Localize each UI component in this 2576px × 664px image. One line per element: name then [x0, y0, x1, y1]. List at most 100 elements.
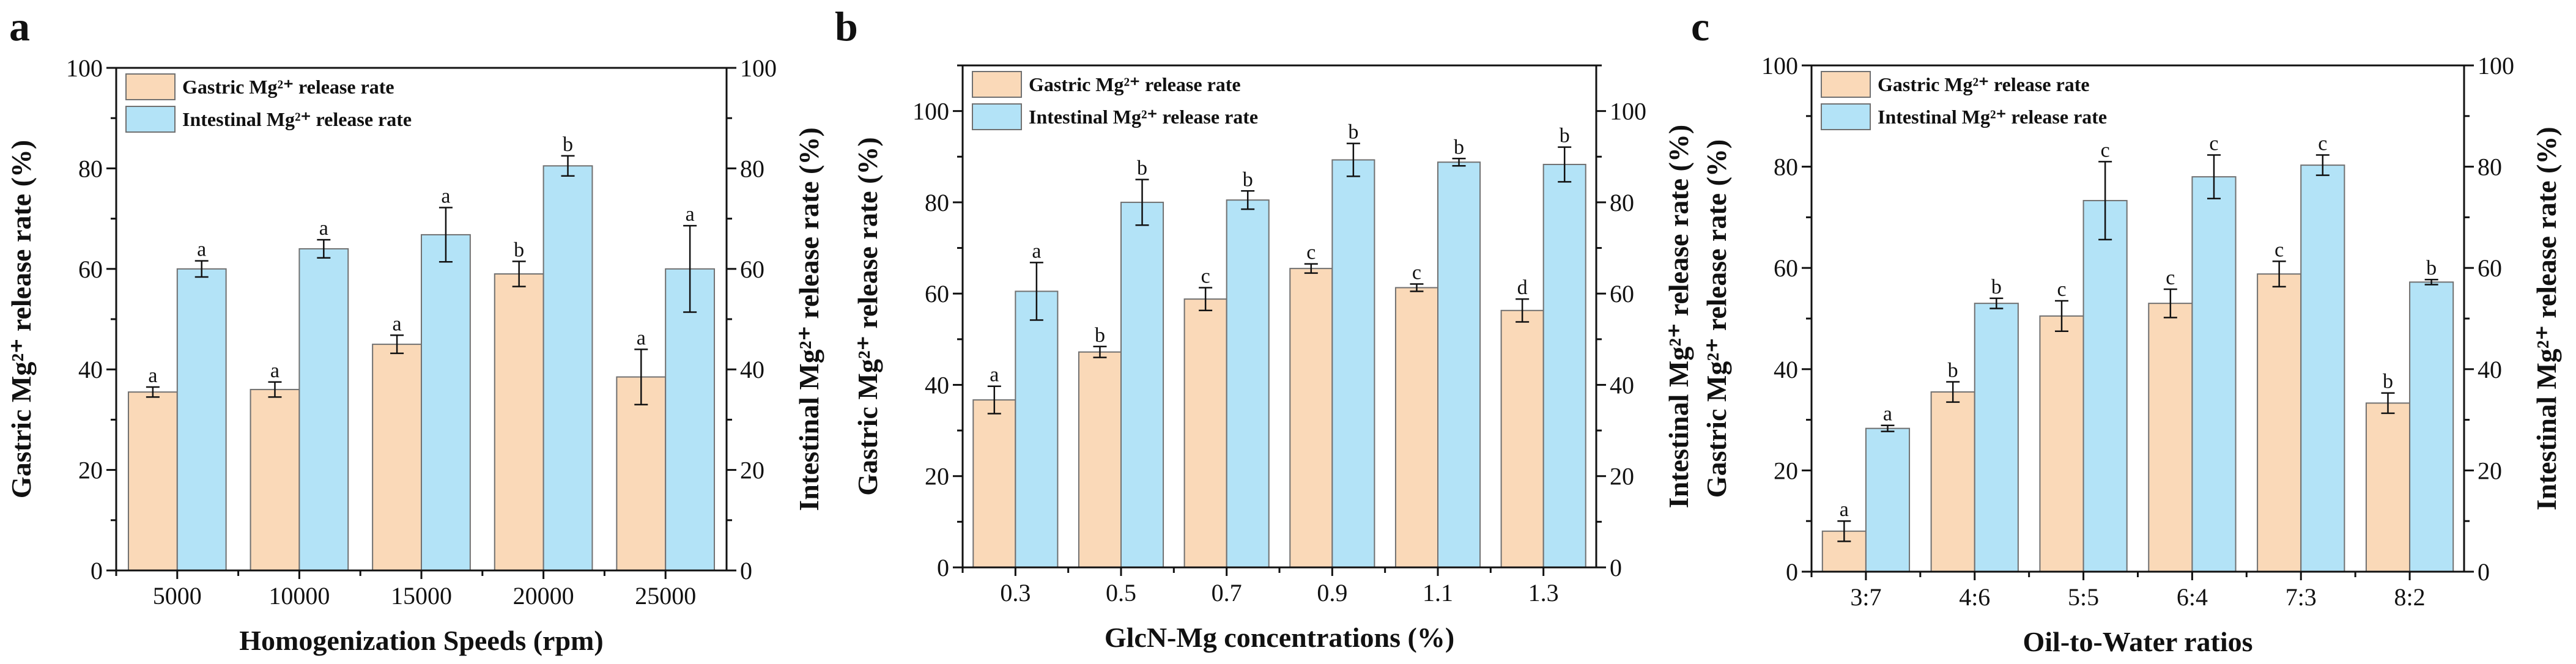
y-axis-title: Gastric Mg²⁺ release rate (%) — [852, 137, 883, 495]
intestinal-bar — [1226, 199, 1270, 569]
gastric-bar — [127, 391, 178, 571]
legend-label-intestinal: Intestinal Mg²⁺ release rate — [182, 108, 412, 130]
intestinal-bar — [1015, 290, 1059, 568]
y2-tick-label: 60 — [1610, 280, 1634, 308]
y-tick-label: 0 — [937, 554, 949, 581]
y-tick-label: 20 — [78, 457, 103, 484]
significance-letter: b — [2426, 257, 2437, 279]
significance-letter: a — [197, 238, 206, 261]
intestinal-bar — [1437, 161, 1481, 569]
intestinal-bar — [176, 268, 227, 571]
intestinal-bar — [1120, 201, 1164, 568]
significance-letter: c — [2057, 278, 2066, 301]
y2-tick-label: 100 — [740, 54, 777, 82]
intestinal-bar — [298, 248, 349, 572]
intestinal-bar — [665, 268, 716, 571]
y-axis-title: Gastric Mg²⁺ release rate (%) — [1701, 139, 1732, 498]
y-tick-label: 0 — [91, 557, 103, 585]
x-tick-label: 5:5 — [2068, 583, 2099, 611]
x-axis-title: Homogenization Speeds (rpm) — [239, 625, 603, 656]
x-tick-label: 0.5 — [1106, 579, 1136, 607]
intestinal-bar — [2409, 281, 2454, 572]
significance-letter: c — [2209, 133, 2218, 155]
y2-axis-title: Intestinal Mg²⁺ release rate (%) — [2531, 127, 2562, 510]
significance-letter: a — [319, 217, 328, 240]
gastric-bar — [2257, 273, 2302, 572]
y2-axis-title: Intestinal Mg²⁺ release rate (%) — [793, 127, 824, 511]
significance-letter: c — [2318, 133, 2327, 155]
x-tick-label: 3:7 — [1850, 583, 1881, 611]
x-tick-label: 1.3 — [1528, 579, 1559, 607]
y2-tick-label: 40 — [2478, 356, 2502, 383]
y-tick-label: 20 — [925, 463, 949, 490]
significance-letter: b — [1948, 360, 1958, 382]
gastric-bar — [250, 389, 300, 572]
y2-tick-label: 80 — [1610, 189, 1634, 216]
legend-label-intestinal: Intestinal Mg²⁺ release rate — [1029, 106, 1258, 128]
significance-letter: b — [514, 238, 524, 261]
gastric-bar — [1500, 309, 1544, 568]
significance-letter: a — [1032, 240, 1041, 262]
y-tick-label: 60 — [925, 280, 949, 308]
significance-letter: c — [2166, 267, 2175, 289]
legend-swatch-gastric — [972, 71, 1022, 98]
y2-tick-label: 60 — [2478, 254, 2502, 282]
y2-tick-label: 0 — [1610, 554, 1622, 581]
y2-tick-label: 40 — [740, 356, 764, 383]
intestinal-bar — [2082, 200, 2128, 572]
legend-label-gastric: Gastric Mg²⁺ release rate — [182, 76, 394, 98]
y-tick-label: 100 — [1761, 52, 1798, 79]
significance-letter: c — [2101, 139, 2110, 161]
x-tick-label: 10000 — [268, 582, 330, 610]
significance-letter: b — [1243, 168, 1253, 191]
legend-swatch-intestinal — [972, 103, 1022, 130]
x-tick-label: 20000 — [513, 582, 574, 610]
y-tick-label: 0 — [1786, 558, 1798, 586]
x-tick-label: 6:4 — [2177, 583, 2208, 611]
x-tick-label: 0.7 — [1212, 579, 1242, 607]
intestinal-bar — [542, 165, 593, 572]
panel-b: b a b c c c d a b b b b b 0 0 20 20 40 40 60 60 80 80 100 100 0.3… — [835, 3, 1694, 653]
y-tick-label: 40 — [1774, 356, 1798, 383]
significance-letter: a — [686, 203, 695, 226]
intestinal-bar — [1865, 427, 1911, 573]
significance-letter: b — [1137, 157, 1147, 180]
intestinal-bar — [2300, 164, 2345, 572]
significance-letter: a — [1883, 403, 1892, 426]
gastric-bar — [972, 399, 1016, 568]
y2-tick-label: 20 — [740, 457, 764, 484]
significance-letter: a — [393, 312, 402, 335]
gastric-bar — [2365, 402, 2411, 572]
significance-letter: c — [2274, 238, 2284, 261]
x-tick-label: 15000 — [391, 582, 452, 610]
y2-tick-label: 20 — [2478, 457, 2502, 484]
y-axis-title: Gastric Mg²⁺ release rate (%) — [6, 140, 37, 498]
gastric-bar — [1394, 287, 1439, 568]
legend-swatch-intestinal — [125, 106, 176, 133]
significance-letter: b — [1991, 276, 2002, 298]
significance-letter: b — [1348, 121, 1358, 144]
gastric-bar — [372, 344, 422, 571]
y-tick-label: 80 — [78, 155, 103, 182]
y-tick-label: 100 — [66, 54, 103, 82]
x-axis-title: Oil-to-Water ratios — [2023, 626, 2253, 657]
y2-tick-label: 60 — [740, 256, 764, 283]
significance-letter: a — [441, 185, 450, 208]
significance-letter: b — [1095, 324, 1105, 347]
significance-letter: b — [563, 133, 573, 156]
gastric-bar — [1078, 351, 1122, 568]
legend-label-gastric: Gastric Mg²⁺ release rate — [1878, 73, 2090, 95]
y2-tick-label: 80 — [740, 155, 764, 182]
intestinal-bar — [2191, 176, 2237, 573]
legend-swatch-gastric — [125, 73, 176, 100]
y-tick-label: 40 — [78, 356, 103, 383]
gastric-bar — [1183, 298, 1227, 568]
y2-tick-label: 40 — [1610, 371, 1634, 399]
legend-swatch-gastric — [1821, 71, 1871, 98]
x-tick-label: 0.9 — [1317, 579, 1347, 607]
gastric-bar — [2039, 315, 2084, 572]
significance-letter: c — [1306, 242, 1316, 264]
gastric-bar — [1930, 391, 1975, 572]
significance-letter: d — [1517, 276, 1528, 299]
